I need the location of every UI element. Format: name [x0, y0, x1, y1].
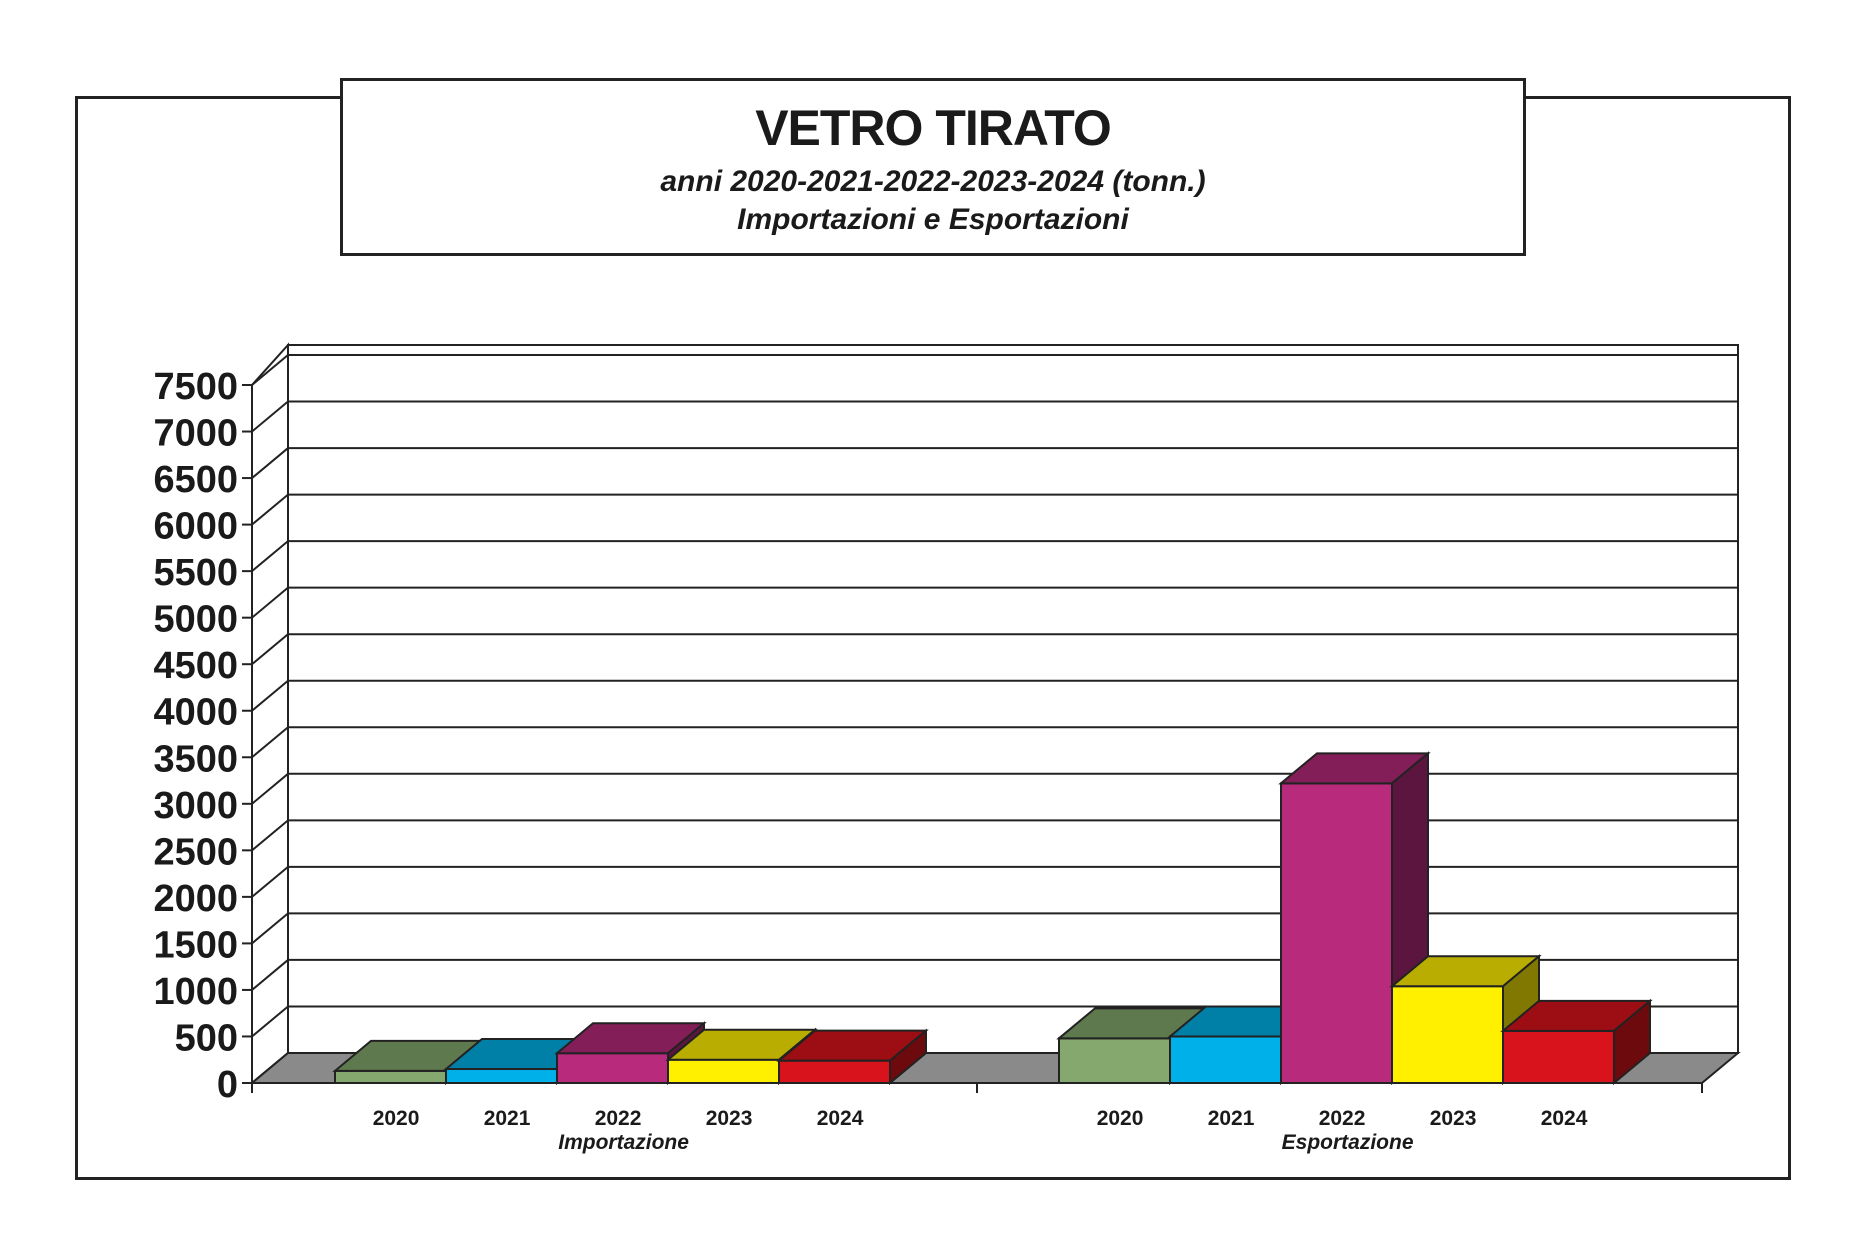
side-gridline	[251, 354, 289, 386]
side-gridline	[251, 400, 289, 433]
y-tick-label: 5500	[153, 552, 238, 594]
bar	[556, 1052, 669, 1084]
x-tick-label: 2023	[706, 1107, 753, 1130]
chart-subtitle: anni 2020-2021-2022-2023-2024 (tonn.)	[660, 165, 1206, 198]
side-gridline	[251, 866, 289, 898]
bars	[332, 751, 1653, 1086]
side-gridline	[251, 819, 289, 852]
side-gridline	[251, 679, 289, 712]
y-tick-label: 7500	[153, 366, 238, 408]
y-tick-label: 1500	[153, 924, 238, 966]
side-gridline	[251, 586, 289, 619]
side-gridline	[251, 959, 289, 991]
y-tick-label: 5000	[153, 599, 238, 641]
bar	[667, 1058, 780, 1084]
bar	[1058, 1037, 1171, 1085]
side-gridline	[251, 447, 289, 479]
y-tick-label: 4500	[153, 645, 238, 687]
x-tick-label: 2022	[1319, 1107, 1366, 1130]
bar	[778, 1059, 891, 1084]
y-tick-label: 3000	[153, 785, 238, 827]
x-tick-label: 2020	[1097, 1107, 1144, 1130]
y-tick-label: 7000	[153, 413, 238, 455]
x-tick-label: 2024	[1541, 1107, 1588, 1130]
y-tick-label: 2000	[153, 878, 238, 920]
y-tick-label: 4000	[153, 692, 238, 734]
chart-walls	[251, 342, 1739, 1086]
bar	[1169, 1035, 1282, 1085]
chart-subtitle-2: Importazioni e Esportazioni	[737, 203, 1129, 236]
title-box: VETRO TIRATO anni 2020-2021-2022-2023-20…	[340, 78, 1526, 256]
y-tick-label: 3500	[153, 738, 238, 780]
x-tick-label: 2021	[1208, 1107, 1255, 1130]
bar	[1502, 1029, 1615, 1085]
y-tick-label: 6500	[153, 459, 238, 501]
x-tick-label: 2023	[1430, 1107, 1477, 1130]
bar	[1391, 985, 1504, 1085]
side-gridline	[251, 633, 289, 665]
gridlines	[251, 354, 1738, 1084]
back-wall	[287, 344, 1739, 1054]
x-axis: 2020 2021 2022 2023 2024 Importazione 2020 2021…	[251, 1082, 1703, 1154]
side-gridline	[251, 493, 289, 526]
x-group-label: Importazione	[558, 1131, 689, 1154]
bar	[1280, 782, 1393, 1084]
y-tick-label: 6000	[153, 506, 238, 548]
side-gridline	[251, 773, 289, 805]
bar	[334, 1069, 447, 1085]
bar-side	[1613, 998, 1651, 1086]
bar	[445, 1068, 558, 1085]
x-tick-label: 2021	[484, 1107, 531, 1130]
side-gridline	[251, 726, 289, 759]
x-tick-label: 2024	[817, 1107, 864, 1130]
chart-title: VETRO TIRATO	[755, 100, 1112, 156]
side-gridline	[251, 912, 289, 945]
y-tick-label: 500	[175, 1017, 238, 1059]
y-tick-label: 2500	[153, 831, 238, 873]
side-gridline	[251, 540, 289, 572]
x-tick-label: 2020	[373, 1107, 420, 1130]
y-tick-label: 1000	[153, 971, 238, 1013]
side-gridline	[251, 1005, 289, 1038]
x-tick-label: 2022	[595, 1107, 642, 1130]
y-tick-label: 0	[217, 1064, 238, 1106]
bar-side	[889, 1028, 927, 1086]
x-group-label: Esportazione	[1282, 1131, 1414, 1154]
side-wall	[251, 342, 289, 1086]
